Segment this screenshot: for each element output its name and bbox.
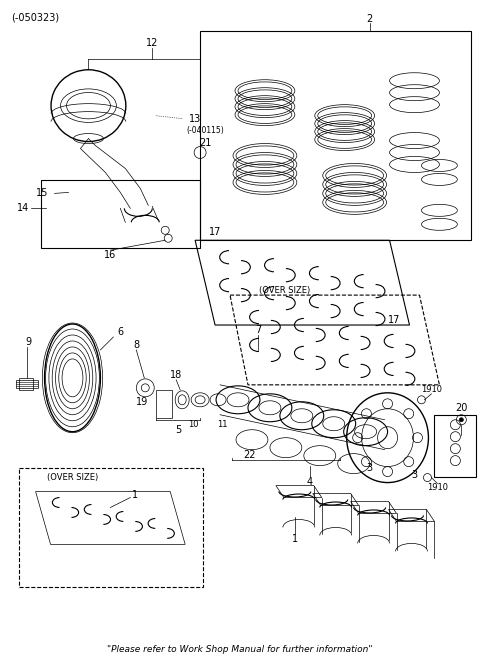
Text: 6: 6 — [117, 327, 123, 337]
Text: 13: 13 — [189, 114, 201, 124]
Text: 17: 17 — [388, 315, 401, 325]
Text: 15: 15 — [36, 189, 49, 199]
Text: 17: 17 — [209, 227, 221, 237]
Text: (OVER SIZE): (OVER SIZE) — [259, 285, 311, 295]
Bar — [19, 467, 203, 587]
Text: 22: 22 — [244, 449, 256, 459]
Text: 18: 18 — [170, 370, 182, 380]
Text: 1: 1 — [132, 489, 138, 500]
Text: 4: 4 — [307, 477, 313, 487]
Text: (OVER SIZE): (OVER SIZE) — [47, 473, 98, 482]
Text: 9: 9 — [25, 337, 32, 347]
Bar — [41, 181, 200, 248]
Text: 3: 3 — [411, 469, 418, 479]
Text: 1910: 1910 — [427, 483, 448, 492]
Bar — [156, 390, 172, 418]
Text: 1: 1 — [292, 534, 298, 544]
Text: 5: 5 — [175, 425, 181, 435]
Text: 16: 16 — [104, 250, 117, 260]
Text: 3: 3 — [367, 463, 372, 473]
Text: 19: 19 — [136, 397, 148, 406]
Bar — [434, 415, 476, 477]
Text: 8: 8 — [133, 340, 139, 350]
Text: (-050323): (-050323) — [11, 13, 59, 23]
Text: (-040115): (-040115) — [186, 126, 224, 135]
Circle shape — [459, 418, 463, 422]
Text: 1910: 1910 — [421, 385, 442, 395]
Text: 12: 12 — [146, 38, 158, 48]
Bar — [200, 31, 471, 240]
Text: 20: 20 — [455, 402, 468, 413]
Text: 7: 7 — [255, 325, 261, 335]
Text: 2: 2 — [367, 14, 373, 24]
Text: 21: 21 — [199, 138, 211, 148]
Text: 10: 10 — [188, 420, 198, 429]
Text: 11: 11 — [217, 420, 228, 429]
Bar — [16, 380, 37, 388]
Text: 14: 14 — [16, 203, 29, 213]
Text: "Please refer to Work Shop Manual for further information": "Please refer to Work Shop Manual for fu… — [107, 645, 373, 653]
Bar — [19, 378, 33, 390]
